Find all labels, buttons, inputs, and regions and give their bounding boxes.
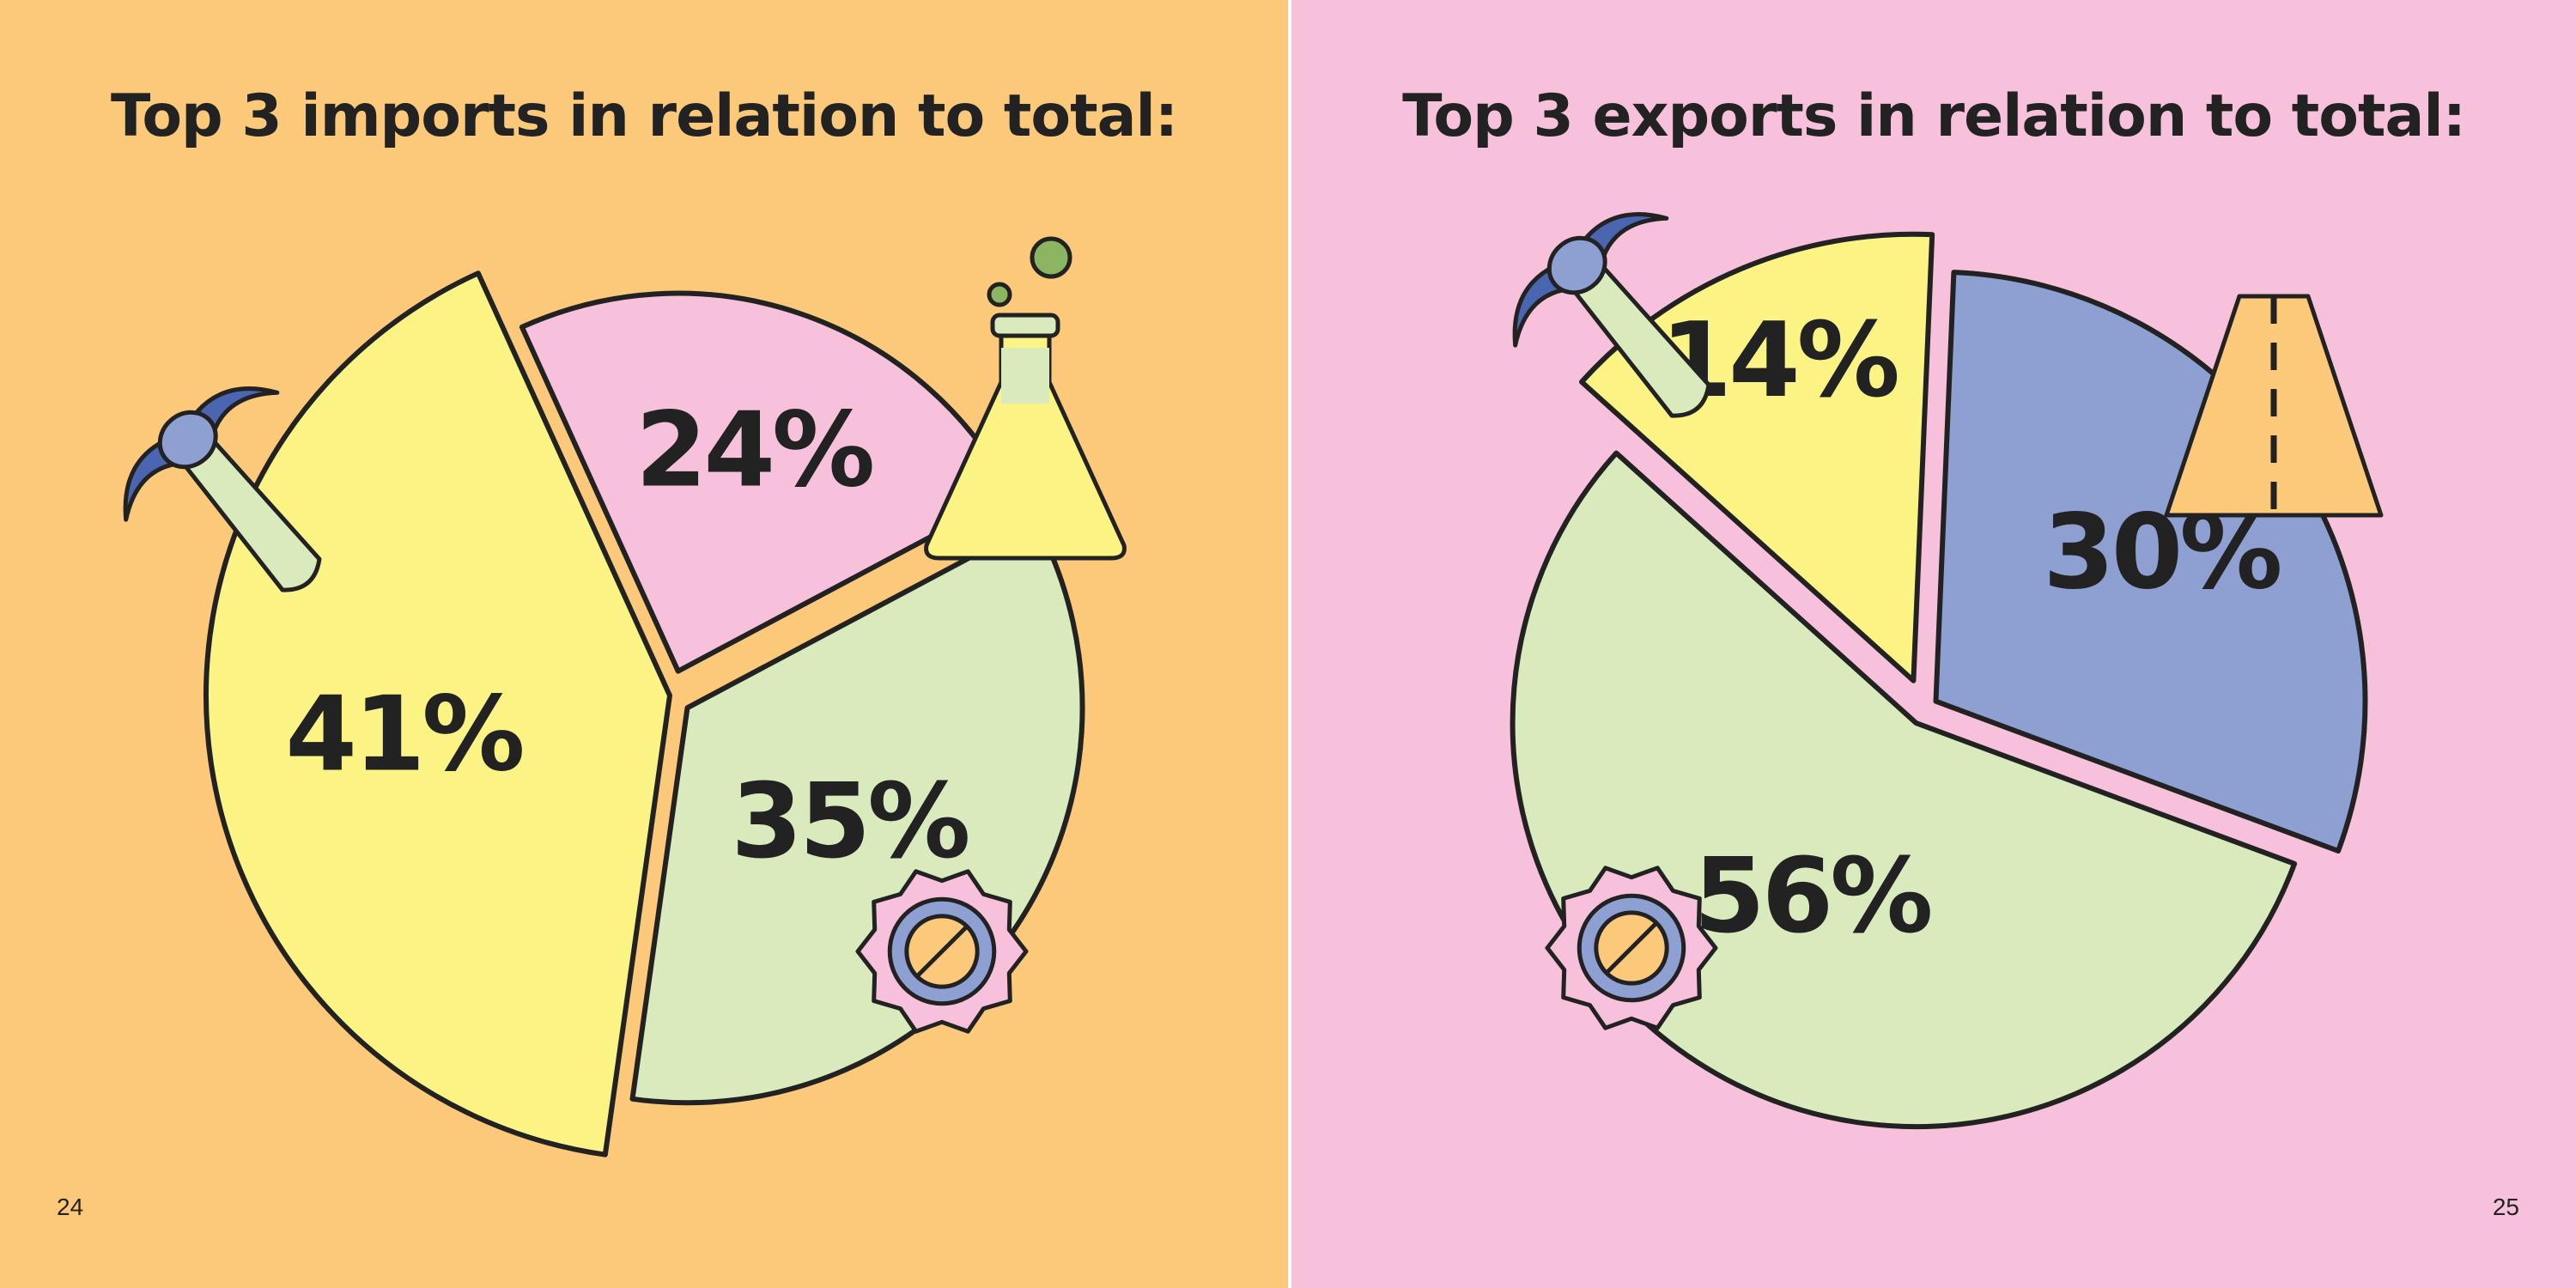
exports-chart-title: Top 3 exports in relation to total: [1402, 82, 2466, 150]
pie-slice-shape-1 [519, 290, 1015, 674]
pie-slice-1: 24% [519, 290, 1015, 674]
flask-icon [924, 236, 1127, 561]
page-number-right: 25 [2492, 1194, 2519, 1220]
road-icon [2164, 294, 2384, 518]
gear-icon [855, 869, 1029, 1034]
pie-slice-label-1: 24% [635, 391, 872, 510]
pie-slice-label-2: 56% [1693, 837, 1930, 957]
imports-pie-chart: 41% 24% 35% [123, 236, 1127, 1157]
page-divider [1288, 0, 1291, 1288]
exports-page: Top 3 exports in relation to total: 14% 3… [1291, 0, 2576, 1288]
pie-slice-0: 41% [203, 270, 672, 1157]
exports-pie-chart: 14%30%56% [1510, 212, 2384, 1130]
imports-page: Top 3 imports in relation to total: 41% 2… [0, 0, 1288, 1288]
pickaxe-icon [1512, 212, 1711, 418]
pie-slice-shape-0 [203, 270, 672, 1157]
imports-chart-title: Top 3 imports in relation to total: [110, 82, 1178, 150]
pie-slice-label-2: 35% [731, 762, 968, 882]
page-number-left: 24 [57, 1194, 84, 1220]
pie-slice-label-0: 41% [285, 676, 522, 795]
pickaxe-icon [123, 386, 322, 592]
gear-icon [1545, 866, 1718, 1030]
